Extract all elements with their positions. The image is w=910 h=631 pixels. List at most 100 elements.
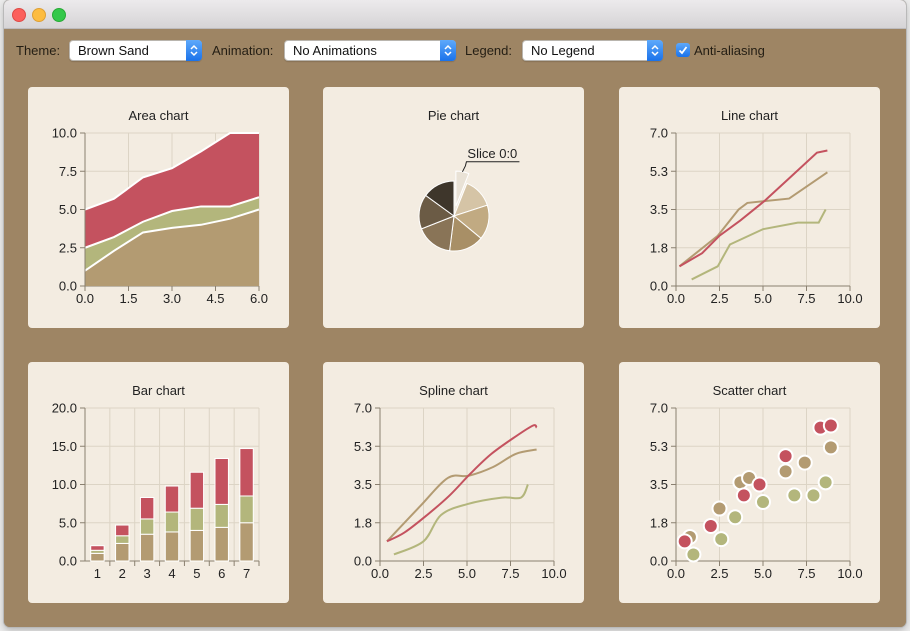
x-tick-label: 5.0 <box>458 566 476 581</box>
x-tick-label: 3.0 <box>163 291 181 306</box>
y-tick-label: 5.0 <box>59 515 77 530</box>
bar-segment <box>115 524 130 537</box>
scatter-point <box>685 546 702 563</box>
chart-title: Area chart <box>129 108 189 123</box>
bar-segment <box>90 552 105 562</box>
scatter-point <box>676 533 693 550</box>
bar-segment <box>139 533 155 562</box>
x-tick-label: 2.5 <box>710 566 728 581</box>
close-window-button[interactable] <box>12 8 26 22</box>
y-tick-label: 3.5 <box>650 202 668 217</box>
x-tick-label: 10.0 <box>837 566 862 581</box>
y-tick-label: 15.0 <box>52 439 77 454</box>
scatter-point <box>796 454 813 471</box>
y-tick-label: 7.0 <box>650 401 668 416</box>
chart-title: Bar chart <box>132 383 185 398</box>
spline-series <box>386 424 538 543</box>
y-tick-label: 0.0 <box>650 554 668 569</box>
spline-series <box>393 484 529 556</box>
chart-title: Scatter chart <box>713 383 787 398</box>
y-tick-label: 3.5 <box>650 477 668 492</box>
x-tick-label: 10.0 <box>541 566 566 581</box>
legend-value: No Legend <box>531 43 595 58</box>
animation-combobox[interactable]: No Animations <box>284 40 456 61</box>
theme-value: Brown Sand <box>78 43 149 58</box>
bar-segment <box>239 522 254 562</box>
minimize-window-button[interactable] <box>32 8 46 22</box>
x-tick-label: 5.0 <box>754 566 772 581</box>
updown-chevron-icon <box>186 40 202 61</box>
bar-segment <box>214 503 229 528</box>
y-tick-label: 5.3 <box>650 164 668 179</box>
x-tick-label: 3 <box>144 566 151 581</box>
x-tick-label: 2.5 <box>710 291 728 306</box>
theme-combobox[interactable]: Brown Sand <box>69 40 202 61</box>
x-tick-label: 5.0 <box>754 291 772 306</box>
y-tick-label: 10.0 <box>52 126 77 141</box>
scatter-chart-panel: Scatter chart 0.0 1.8 3.5 5.3 7.0 0.0 2.5 5.0 7.5… <box>619 362 880 603</box>
animation-label: Animation: <box>212 43 274 58</box>
x-tick-label: 0.0 <box>371 566 389 581</box>
y-tick-label: 5.3 <box>354 439 372 454</box>
y-tick-label: 10.0 <box>52 477 77 492</box>
y-tick-label: 0.0 <box>59 554 77 569</box>
scatter-point <box>713 531 730 548</box>
chart-canvas: Bar chart 0.0 5.0 10.0 15.0 20.0 1 2 3 4 5 6 7 <box>52 383 260 581</box>
scatter-point <box>711 500 728 517</box>
bar-segment <box>189 529 205 562</box>
theme-label: Theme: <box>16 43 61 58</box>
chart-canvas: Scatter chart 0.0 1.8 3.5 5.3 7.0 0.0 2.5 5.0 7.5… <box>650 383 863 581</box>
slice-label: Slice 0:0 <box>467 146 517 161</box>
chart-canvas: Line chart 0.0 1.8 3.5 5.3 7.0 0.0 2.5 5.0 7.5 10.… <box>650 108 863 306</box>
zoom-window-button[interactable] <box>52 8 66 22</box>
x-tick-label: 1 <box>94 566 101 581</box>
animation-value: No Animations <box>293 43 377 58</box>
area-series <box>85 209 259 286</box>
scatter-point <box>727 509 744 526</box>
bar-segment <box>115 542 130 562</box>
bar-segment <box>214 526 229 562</box>
chart-title: Pie chart <box>428 108 480 123</box>
x-tick-label: 1.5 <box>119 291 137 306</box>
bar-segment <box>139 518 155 535</box>
legend-combobox[interactable]: No Legend <box>522 40 663 61</box>
spline-series <box>386 448 537 543</box>
scatter-point <box>702 518 719 535</box>
line-series <box>678 149 828 268</box>
area-boundary-line <box>84 132 259 211</box>
line-chart-panel: Line chart 0.0 1.8 3.5 5.3 7.0 0.0 2.5 5.0 7.5 10.… <box>619 87 880 328</box>
y-tick-label: 2.5 <box>59 240 77 255</box>
x-tick-label: 4 <box>168 566 175 581</box>
scatter-point <box>817 474 834 491</box>
y-tick-label: 0.0 <box>354 554 372 569</box>
x-tick-label: 0.0 <box>667 291 685 306</box>
antialiasing-label: Anti-aliasing <box>694 43 765 58</box>
y-tick-label: 1.8 <box>650 515 668 530</box>
x-tick-label: 0.0 <box>667 566 685 581</box>
x-tick-label: 10.0 <box>837 291 862 306</box>
x-tick-label: 4.5 <box>206 291 224 306</box>
scatter-point <box>755 493 771 510</box>
y-tick-label: 5.3 <box>650 439 668 454</box>
scatter-point <box>805 487 822 504</box>
legend-label: Legend: <box>465 43 512 58</box>
x-tick-label: 6 <box>218 566 225 581</box>
pie-chart-panel: Pie chart Slice 0:0 <box>323 87 584 328</box>
antialiasing-checkbox[interactable] <box>676 43 690 57</box>
y-tick-label: 0.0 <box>59 279 77 294</box>
line-series <box>678 171 828 268</box>
x-tick-label: 7.5 <box>797 566 815 581</box>
x-tick-label: 7.5 <box>797 291 815 306</box>
bar-chart-panel: Bar chart 0.0 5.0 10.0 15.0 20.0 1 2 3 4 5 6 7 <box>28 362 289 603</box>
scatter-point <box>751 476 768 493</box>
y-tick-label: 5.0 <box>59 202 77 217</box>
x-tick-label: 7.5 <box>501 566 519 581</box>
scatter-point <box>786 487 803 504</box>
updown-chevron-icon <box>440 40 456 61</box>
toolbar: Theme: Brown Sand Animation: No Animatio… <box>4 29 906 73</box>
y-tick-label: 7.0 <box>650 126 668 141</box>
area-boundary-line <box>84 208 260 272</box>
x-tick-label: 2.5 <box>414 566 432 581</box>
bar-segment <box>164 511 180 533</box>
scatter-point <box>777 463 794 480</box>
